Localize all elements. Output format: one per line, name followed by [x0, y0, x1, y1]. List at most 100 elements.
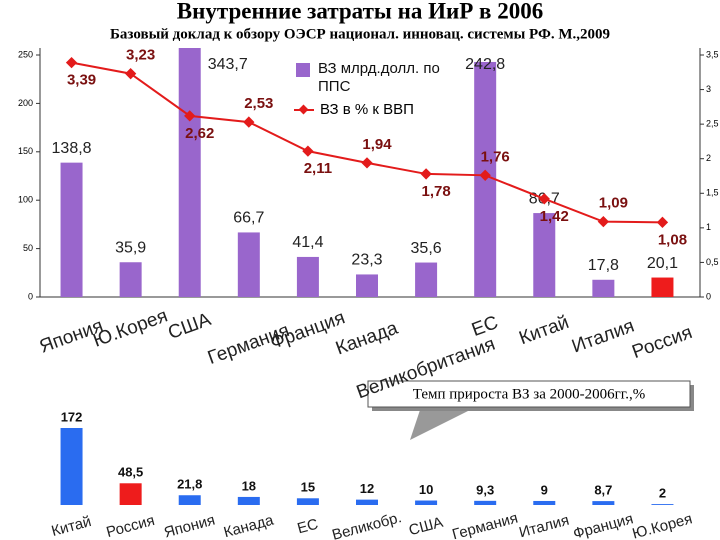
x-tick-label: Китай: [50, 513, 94, 540]
bar-value-label: 8,7: [594, 483, 612, 498]
y2-tick-label: 3,5: [706, 49, 719, 59]
line-marker: [479, 169, 491, 181]
x-tick-label: Ю.Корея: [631, 510, 695, 540]
line-value-label: 1,78: [421, 183, 450, 200]
bar-value-label: 41,4: [292, 234, 323, 251]
y-tick-label: 0: [28, 291, 33, 301]
line-value-label: 3,39: [67, 72, 96, 89]
bar: [119, 262, 142, 297]
x-tick-label: ЕС: [469, 312, 501, 341]
bar: [592, 279, 615, 297]
line-value-label: 2,53: [244, 95, 273, 112]
x-tick-label: Италия: [569, 316, 637, 358]
y-tick-label: 50: [23, 243, 33, 253]
bar: [119, 483, 142, 505]
x-tick-label: Китай: [516, 312, 571, 349]
y-tick-label: 200: [18, 98, 33, 108]
bar: [356, 274, 378, 297]
line-marker: [538, 193, 550, 205]
bar: [356, 499, 378, 505]
x-tick-label: Франция: [571, 510, 635, 540]
legend: [290, 56, 452, 126]
bar: [533, 213, 556, 297]
x-tick-label: Россия: [629, 322, 695, 363]
x-tick-label: Ю.Корея: [90, 305, 170, 351]
legend-label: ВЗ млрд.долл. по ППС: [318, 60, 440, 95]
bar: [178, 48, 201, 297]
bar: [474, 500, 497, 505]
line-marker: [656, 216, 669, 228]
bar-value-label: 12: [360, 481, 374, 496]
bar-value-label: 21,8: [177, 477, 202, 492]
x-tick-label: США: [407, 514, 445, 539]
bar-value-label: 242,8: [465, 56, 505, 73]
bar: [178, 495, 201, 505]
bar: [60, 428, 83, 505]
bar-value-label: 343,7: [208, 56, 248, 73]
legend-swatch-bar: [296, 63, 310, 77]
bar: [60, 162, 83, 297]
line-value-label: 3,23: [126, 47, 155, 64]
bar-value-label: 35,6: [411, 240, 442, 257]
bar-value-label: 48,5: [118, 465, 143, 480]
line-value-label: 2,62: [185, 125, 214, 142]
bar-value-label: 18: [242, 478, 256, 493]
line-value-label: 1,42: [540, 208, 569, 225]
line-marker: [124, 68, 137, 80]
subtitle: Базовый доклад к обзору ОЭСР национал. и…: [110, 26, 610, 42]
y2-tick-label: 0: [706, 291, 711, 301]
legend-entry-bar: ВЗ млрд.долл. по ППС: [318, 60, 440, 95]
bar-value-label: 9: [541, 482, 548, 497]
bar-value-label: 172: [61, 409, 83, 424]
bar: [237, 232, 260, 297]
title: Внутренние затраты на ИиР в 2006: [177, 0, 543, 23]
line-marker: [361, 157, 373, 169]
x-tick-label: Италия: [517, 512, 571, 540]
bar-value-label: 17,8: [588, 257, 619, 274]
bar: [296, 256, 319, 297]
x-tick-label: Россия: [105, 512, 157, 540]
x-tick-label: Германия: [450, 510, 519, 540]
bar: [415, 262, 438, 297]
bar-value-label: 20,1: [647, 255, 678, 272]
bar: [651, 277, 674, 297]
bar-value-label: 9,3: [476, 482, 494, 497]
y2-tick-label: 1: [706, 222, 711, 232]
line-marker: [65, 56, 78, 69]
y2-tick-label: 2,5: [706, 119, 719, 129]
x-tick-label: ЕС: [296, 516, 321, 538]
x-tick-label: Япония: [162, 512, 217, 540]
line-value-label: 2,11: [304, 160, 332, 177]
y-tick-label: 150: [18, 146, 33, 156]
line-marker: [302, 145, 314, 157]
x-tick-label: США: [165, 309, 214, 344]
line-value-label: 1,76: [481, 148, 510, 165]
bar: [237, 496, 260, 505]
x-tick-label: Великобр.: [330, 509, 403, 540]
bar: [651, 504, 674, 505]
bar: [296, 498, 319, 505]
line-marker: [597, 215, 610, 228]
y2-tick-label: 2: [706, 153, 711, 163]
bar: [415, 500, 438, 505]
legend-label: ВЗ в % к ВВП: [320, 101, 414, 118]
bar-value-label: 15: [301, 480, 315, 495]
bar: [592, 501, 615, 505]
line-value-label: 1,94: [362, 136, 392, 153]
callout-pointer: [410, 410, 470, 440]
y-tick-label: 100: [18, 195, 33, 205]
bar-value-label: 66,7: [233, 210, 264, 227]
callout-title: Темп прироста ВЗ за 2000-2006гг.,%: [413, 386, 645, 402]
bar-value-label: 10: [419, 482, 433, 497]
y-tick-label: 250: [18, 49, 33, 59]
line-value-label: 1,09: [599, 195, 628, 212]
x-tick-label: Канада: [222, 512, 276, 540]
y2-tick-label: 0,5: [706, 257, 719, 267]
callout-box: [367, 380, 691, 408]
bar-value-label: 138,8: [52, 140, 92, 157]
line-value-label: 1,08: [658, 231, 687, 248]
bar: [533, 500, 556, 505]
bar-value-label: 2: [659, 486, 666, 501]
y2-tick-label: 1,5: [706, 188, 719, 198]
bar-value-label: 23,3: [351, 252, 382, 269]
